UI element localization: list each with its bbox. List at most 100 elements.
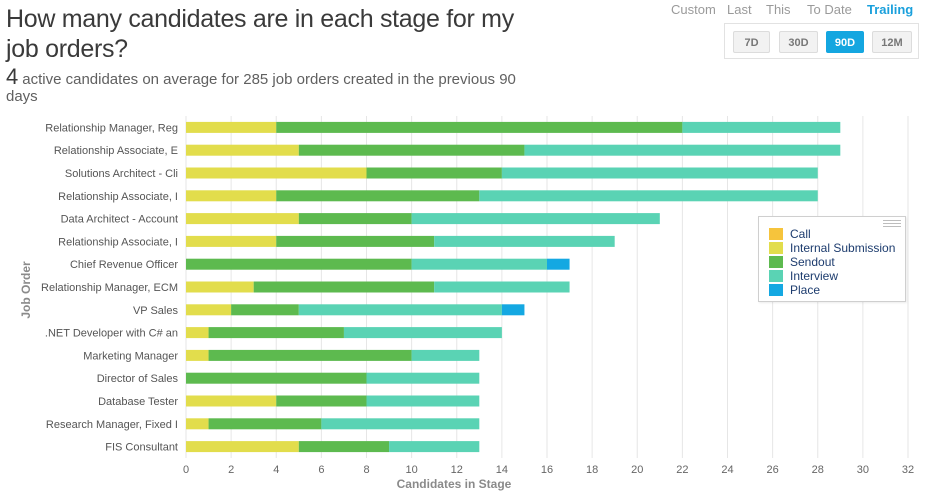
average-candidates-value: 4 [6, 64, 19, 89]
legend-item-place[interactable]: Place [769, 283, 820, 297]
bar-segment-internal-submission [186, 167, 367, 179]
bar-segment-interview [524, 144, 841, 156]
x-tick-label: 8 [363, 464, 369, 476]
bar-segment-internal-submission [186, 213, 299, 225]
bar-segment-sendout [253, 281, 435, 293]
bar-segment-interview [411, 349, 480, 361]
bar-segment-internal-submission [186, 281, 254, 293]
y-tick-label: Relationship Associate, E [54, 145, 178, 157]
legend-label-sendout: Sendout [790, 255, 835, 269]
bar-segment-sendout [366, 167, 502, 179]
bar-segment-internal-submission [186, 144, 299, 156]
bar-segment-sendout [186, 258, 412, 270]
legend-label-interview: Interview [790, 269, 839, 283]
y-tick-label: FIS Consultant [105, 442, 178, 454]
chart-legend[interactable]: Call Internal Submission Sendout Intervi… [758, 216, 906, 302]
bar-segment-place [501, 304, 525, 316]
tab-trailing[interactable]: Trailing [867, 2, 914, 17]
bar-segment-interview [389, 441, 480, 453]
y-tick-label: Relationship Associate, I [58, 191, 178, 203]
range-12m-button[interactable]: 12M [872, 31, 912, 53]
bar-segment-sendout [231, 304, 299, 316]
tab-custom[interactable]: Custom [671, 2, 716, 17]
bar-segment-interview [298, 304, 502, 316]
x-tick-label: 16 [541, 464, 553, 476]
bar-segment-interview [411, 213, 660, 225]
range-30d-button[interactable]: 30D [779, 31, 818, 53]
legend-swatch-internal-submission [769, 242, 783, 254]
bar-segment-interview [343, 327, 502, 339]
bar-segment-sendout [276, 190, 480, 202]
tab-to-date[interactable]: To Date [807, 2, 852, 17]
legend-swatch-interview [769, 270, 783, 282]
bar-segment-sendout [208, 349, 412, 361]
legend-swatch-sendout [769, 256, 783, 268]
x-tick-label: 18 [586, 464, 598, 476]
x-tick-label: 12 [451, 464, 463, 476]
y-tick-label: Relationship Manager, ECM [41, 282, 178, 294]
bar-segment-interview [411, 258, 547, 270]
bar-segment-sendout [276, 395, 367, 407]
bar-segment-internal-submission [186, 190, 277, 202]
bar-segment-interview [321, 418, 480, 430]
x-tick-label: 6 [318, 464, 324, 476]
legend-label-place: Place [790, 283, 821, 297]
y-tick-label: Database Tester [98, 396, 178, 408]
bar-segment-internal-submission [186, 121, 277, 133]
legend-swatch-call [769, 228, 783, 240]
bar-segment-internal-submission [186, 304, 232, 316]
legend-label-internal-submission: Internal Submission [790, 241, 896, 255]
bar-segment-sendout [298, 144, 525, 156]
y-tick-label: Chief Revenue Officer [70, 259, 178, 271]
y-tick-label: Solutions Architect - Cli [65, 168, 178, 180]
bar-segment-interview [434, 281, 570, 293]
bar-segment-interview [366, 395, 480, 407]
legend-item-internal-submission[interactable]: Internal Submission [769, 241, 895, 255]
legend-drag-handle[interactable] [883, 220, 901, 229]
x-axis-title: Candidates in Stage [397, 477, 512, 491]
bar-segment-internal-submission [186, 441, 299, 453]
tab-this[interactable]: This [766, 2, 791, 17]
y-tick-label: VP Sales [133, 305, 179, 317]
range-selector: 7D 30D 90D 12M [724, 23, 919, 59]
range-7d-button[interactable]: 7D [733, 31, 770, 53]
x-tick-label: 14 [496, 464, 508, 476]
bar-segment-sendout [276, 235, 435, 247]
bar-segment-place [547, 258, 570, 270]
bar-segment-interview [434, 235, 615, 247]
bar-segment-sendout [276, 121, 683, 133]
y-tick-label: Director of Sales [97, 373, 179, 385]
y-axis-title: Job Order [19, 261, 33, 319]
bar-segment-internal-submission [186, 327, 209, 339]
range-90d-button[interactable]: 90D [826, 31, 864, 53]
bar-segment-interview [366, 372, 480, 384]
y-tick-label: Relationship Manager, Reg [45, 122, 178, 134]
subtitle-text: active candidates on average for 285 job… [6, 71, 516, 105]
legend-item-sendout[interactable]: Sendout [769, 255, 835, 269]
bar-segment-interview [682, 121, 841, 133]
y-tick-label: Marketing Manager [83, 350, 178, 362]
x-tick-label: 26 [767, 464, 779, 476]
bar-segment-sendout [208, 327, 344, 339]
x-tick-label: 20 [631, 464, 643, 476]
bar-segment-sendout [298, 441, 390, 453]
x-tick-label: 4 [273, 464, 279, 476]
tab-last[interactable]: Last [727, 2, 752, 17]
bar-segment-interview [501, 167, 818, 179]
x-tick-label: 10 [406, 464, 418, 476]
chart-subtitle: 4 active candidates on average for 285 jo… [6, 66, 526, 106]
bar-segment-internal-submission [186, 235, 277, 247]
legend-swatch-place [769, 284, 783, 296]
x-tick-label: 28 [812, 464, 824, 476]
legend-item-call[interactable]: Call [769, 227, 811, 241]
bar-segment-interview [479, 190, 818, 202]
legend-item-interview[interactable]: Interview [769, 269, 838, 283]
bar-segment-sendout [208, 418, 322, 430]
bar-segment-sendout [298, 213, 412, 225]
legend-label-call: Call [790, 227, 811, 241]
y-tick-label: Relationship Associate, I [58, 236, 178, 248]
x-tick-label: 32 [902, 464, 914, 476]
x-tick-label: 0 [183, 464, 189, 476]
period-mode-tabs: Custom Last This To Date Trailing [660, 2, 920, 20]
